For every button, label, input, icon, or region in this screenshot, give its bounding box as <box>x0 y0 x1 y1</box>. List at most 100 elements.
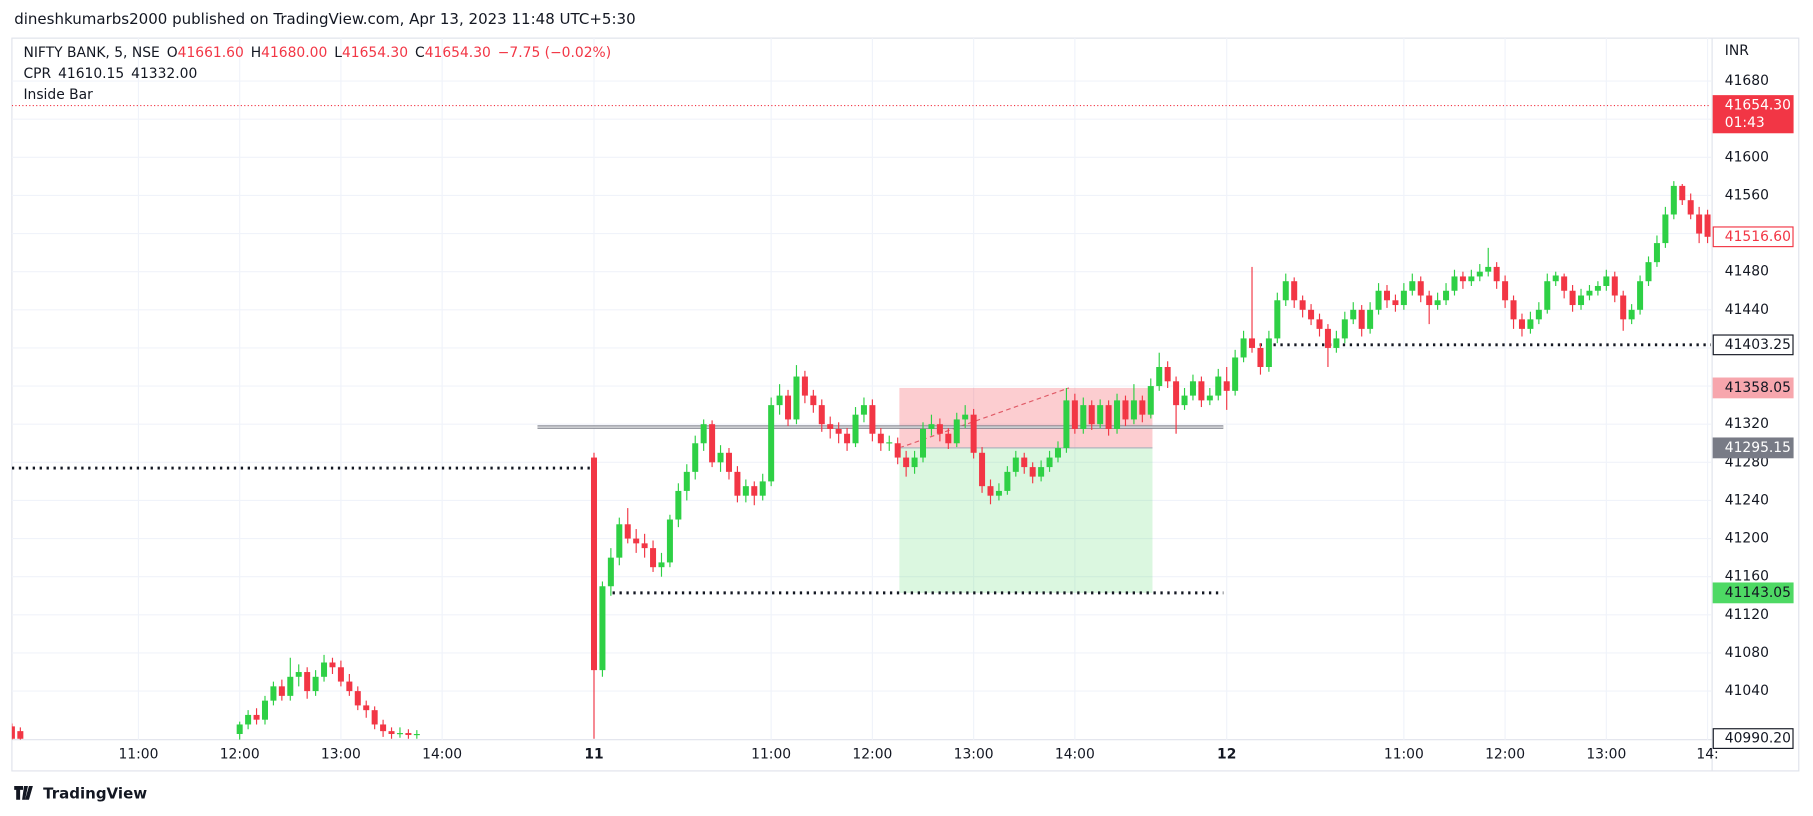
candle-body <box>1097 405 1104 425</box>
price-label-box <box>1712 437 1794 459</box>
candle-body <box>835 428 842 434</box>
candle-body <box>1510 300 1517 320</box>
candle-body <box>1341 319 1348 339</box>
candle-body <box>725 452 732 472</box>
candle-body <box>1586 290 1593 296</box>
candle-body <box>1459 276 1466 282</box>
candle-body <box>793 376 800 420</box>
price-label-box <box>1712 226 1794 248</box>
candle-body <box>1046 457 1053 468</box>
candle-body <box>683 471 690 491</box>
candle-body <box>363 705 370 711</box>
candle-body <box>1670 185 1677 215</box>
header: dineshkumarbs2000 published on TradingVi… <box>14 10 635 28</box>
candle-body <box>1561 276 1568 291</box>
candle-body <box>1181 395 1188 406</box>
candle-body <box>970 414 977 453</box>
candle-body <box>1282 281 1289 301</box>
x-tick-label: 12:00 <box>1485 747 1525 763</box>
candle-body <box>810 395 817 406</box>
candle-body <box>700 424 707 444</box>
candle-body <box>860 405 867 415</box>
candle-body <box>321 662 328 677</box>
price-label: 41143.05 <box>1725 585 1791 601</box>
candle-body <box>1249 338 1256 348</box>
candle-body <box>295 672 302 677</box>
candle-body <box>1400 290 1407 306</box>
candle-body <box>1417 281 1424 296</box>
countdown: 01:43 <box>1725 115 1765 131</box>
candle-body <box>1628 309 1635 320</box>
candle-body <box>1476 271 1483 277</box>
candle-body <box>1502 281 1509 301</box>
candle-body <box>1527 319 1534 329</box>
y-tick-label: 41240 <box>1725 492 1769 508</box>
candle-body <box>666 519 673 563</box>
y-tick-label: 41280 <box>1725 454 1769 470</box>
candle-body <box>1038 467 1045 477</box>
candle-body <box>869 405 876 434</box>
candle-body <box>650 548 657 568</box>
candle-body <box>1653 243 1660 263</box>
ohlc-key: C <box>415 45 425 61</box>
candle-body <box>641 543 648 549</box>
candle-body <box>1493 266 1500 282</box>
candle-body <box>1409 281 1416 291</box>
x-tick-label: 13:00 <box>954 747 994 763</box>
price-label: 41358.05 <box>1725 380 1791 396</box>
ohlc-value: 41654.30 <box>342 45 408 61</box>
candle-body <box>1375 290 1382 310</box>
indicator-line: CPR 41610.15 41332.00 <box>23 66 197 82</box>
candle-body <box>1173 381 1180 406</box>
candle-body <box>1485 266 1492 272</box>
x-tick-label: 12:00 <box>852 747 892 763</box>
candle-body <box>1569 290 1576 306</box>
x-tick-label: 11:00 <box>118 747 158 763</box>
candle-body <box>1426 295 1433 306</box>
candle-body <box>1637 281 1644 310</box>
candle-body <box>1687 200 1694 215</box>
candle-body <box>1392 300 1399 306</box>
candle-body <box>751 486 758 496</box>
ohlc-key: O <box>167 45 178 61</box>
y-tick-label: 41480 <box>1725 264 1769 280</box>
price-label: 41516.60 <box>1725 229 1791 245</box>
candle-body <box>1105 405 1112 429</box>
candle-body <box>987 486 994 496</box>
y-tick-label: 41200 <box>1725 531 1769 547</box>
candle-body <box>1704 214 1711 237</box>
candle-body <box>1299 300 1306 310</box>
candle-body <box>1645 262 1652 282</box>
candle-body <box>253 714 260 720</box>
candle-body <box>1552 275 1559 282</box>
candle-body <box>1206 395 1213 401</box>
candle-body <box>709 424 716 463</box>
price-label: 41654.30 <box>1725 98 1791 114</box>
candle-body <box>1679 185 1686 201</box>
ohlc-value: 41654.30 <box>425 45 491 61</box>
indicator-name: Inside Bar <box>23 87 93 103</box>
y-tick-label: 41040 <box>1725 683 1769 699</box>
y-tick-label: 41080 <box>1725 645 1769 661</box>
candle-body <box>945 433 952 444</box>
candle-body <box>979 452 986 487</box>
candle-body <box>1324 328 1331 348</box>
y-tick-label: 41120 <box>1725 607 1769 623</box>
candle-body <box>1130 400 1137 420</box>
candle-body <box>1265 338 1272 368</box>
ohlc-value: 41680.00 <box>261 45 327 61</box>
candle-body <box>658 562 665 568</box>
candle-body <box>1443 290 1450 301</box>
x-tick-label: 11 <box>584 747 603 763</box>
candle-body <box>920 428 927 458</box>
candle-body <box>1350 309 1357 320</box>
candle-body <box>1021 457 1028 468</box>
y-tick-label: 41440 <box>1725 302 1769 318</box>
x-tick-label: 12:00 <box>220 747 260 763</box>
candle-body <box>616 524 623 558</box>
candle-body <box>1164 367 1171 382</box>
candle-body <box>1308 309 1315 320</box>
candle-body <box>742 486 749 496</box>
candle-body <box>911 457 918 468</box>
candle-body <box>337 667 344 682</box>
